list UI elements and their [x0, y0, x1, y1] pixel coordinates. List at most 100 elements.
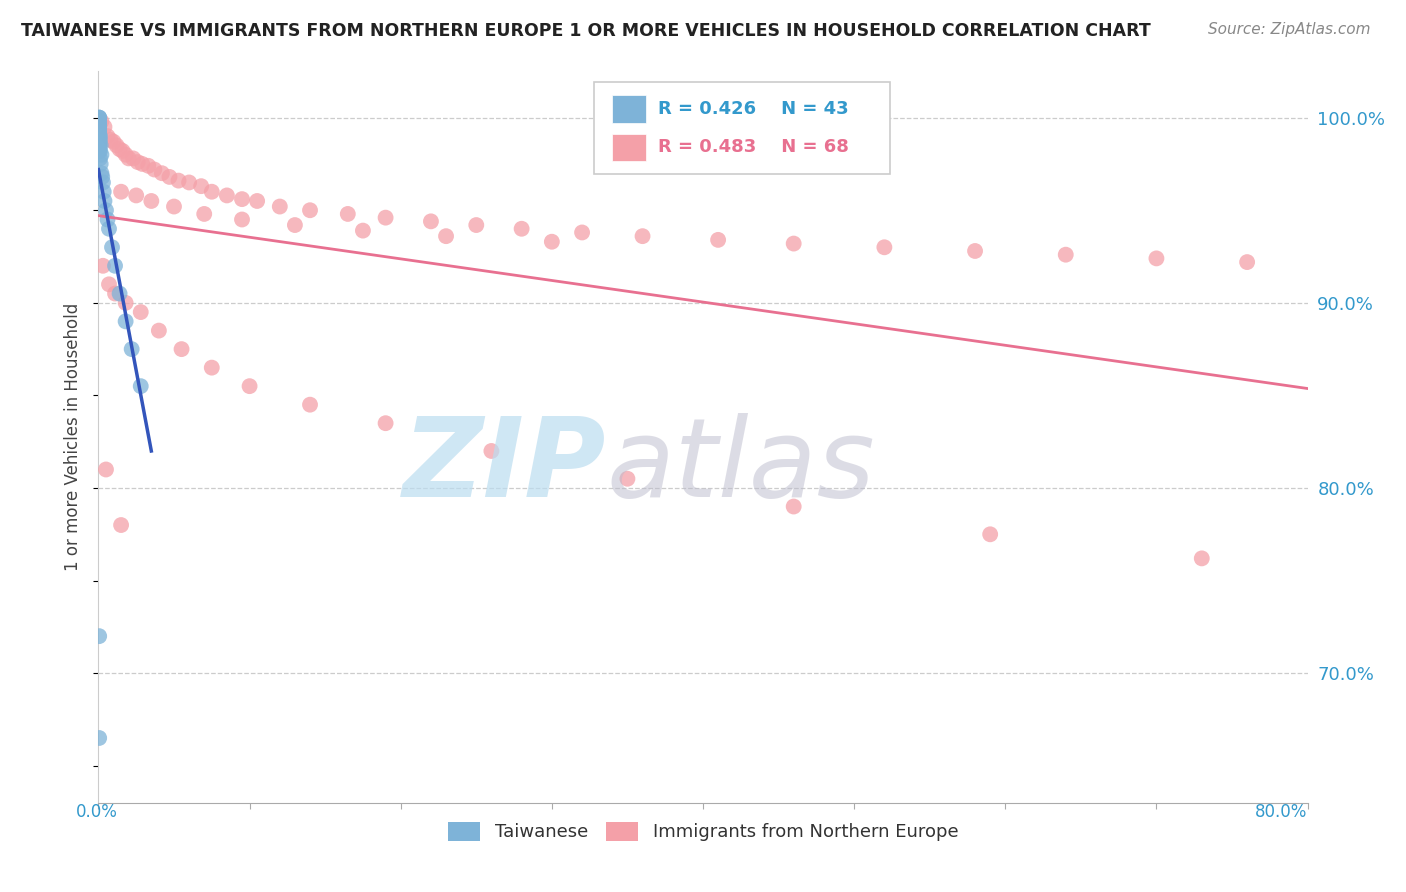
Point — [150, 166, 173, 180]
Point — [873, 240, 896, 254]
Point — [94, 462, 117, 476]
Point — [90, 166, 112, 180]
Point — [143, 162, 166, 177]
Point — [93, 120, 115, 134]
Point — [89, 144, 111, 158]
Bar — [613, 134, 647, 161]
Point — [98, 221, 121, 235]
Point — [1146, 252, 1168, 266]
Point — [114, 147, 136, 161]
Point — [89, 111, 111, 125]
Point — [127, 155, 149, 169]
Point — [89, 129, 111, 144]
Text: Source: ZipAtlas.com: Source: ZipAtlas.com — [1208, 22, 1371, 37]
Point — [129, 305, 152, 319]
Point — [89, 731, 111, 745]
Point — [374, 211, 396, 225]
Point — [231, 192, 253, 206]
FancyBboxPatch shape — [595, 82, 890, 174]
Point — [125, 188, 148, 202]
Point — [783, 500, 806, 514]
Point — [110, 185, 132, 199]
Text: R = 0.483    N = 68: R = 0.483 N = 68 — [658, 138, 849, 156]
Point — [269, 200, 291, 214]
Point — [90, 114, 112, 128]
Point — [89, 133, 111, 147]
Point — [201, 360, 224, 375]
Point — [96, 212, 118, 227]
Point — [336, 207, 359, 221]
Text: 80.0%: 80.0% — [1256, 803, 1308, 821]
Text: ZIP: ZIP — [402, 413, 606, 520]
Point — [631, 229, 654, 244]
Point — [707, 233, 730, 247]
Point — [91, 169, 114, 184]
Point — [131, 157, 153, 171]
Point — [108, 286, 131, 301]
Point — [89, 123, 111, 137]
Point — [122, 152, 145, 166]
Point — [201, 185, 224, 199]
Point — [374, 416, 396, 430]
Text: 0.0%: 0.0% — [76, 803, 118, 821]
Point — [93, 185, 115, 199]
Point — [89, 116, 111, 130]
Point — [540, 235, 562, 249]
Point — [89, 138, 111, 153]
Point — [93, 194, 115, 208]
Point — [215, 188, 238, 202]
Point — [89, 131, 111, 145]
Point — [420, 214, 443, 228]
Point — [299, 398, 322, 412]
Point — [352, 224, 374, 238]
Point — [89, 128, 111, 142]
Point — [616, 472, 638, 486]
Text: R = 0.426    N = 43: R = 0.426 N = 43 — [658, 101, 849, 119]
Point — [179, 176, 201, 190]
Point — [94, 203, 117, 218]
Point — [148, 324, 170, 338]
Point — [104, 286, 127, 301]
Point — [89, 111, 111, 125]
Point — [96, 129, 118, 144]
Y-axis label: 1 or more Vehicles in Household: 1 or more Vehicles in Household — [65, 303, 83, 571]
Point — [114, 295, 136, 310]
Point — [246, 194, 269, 208]
Point — [979, 527, 1001, 541]
Point — [101, 240, 124, 254]
Point — [110, 518, 132, 533]
Point — [141, 194, 163, 208]
Point — [89, 629, 111, 643]
Text: TAIWANESE VS IMMIGRANTS FROM NORTHERN EUROPE 1 OR MORE VEHICLES IN HOUSEHOLD COR: TAIWANESE VS IMMIGRANTS FROM NORTHERN EU… — [21, 22, 1152, 40]
Point — [121, 342, 143, 356]
Point — [98, 277, 121, 292]
Legend: Taiwanese, Immigrants from Northern Europe: Taiwanese, Immigrants from Northern Euro… — [440, 814, 966, 848]
Point — [284, 218, 307, 232]
Point — [89, 136, 111, 151]
Point — [91, 259, 114, 273]
Point — [105, 138, 128, 153]
Point — [129, 379, 152, 393]
Point — [89, 111, 111, 125]
Point — [104, 259, 127, 273]
Point — [89, 135, 111, 149]
Point — [465, 218, 488, 232]
Point — [965, 244, 987, 258]
Point — [481, 444, 503, 458]
Point — [510, 221, 533, 235]
Point — [89, 129, 111, 144]
Point — [1054, 248, 1077, 262]
Point — [103, 135, 125, 149]
Point — [118, 152, 141, 166]
Point — [114, 314, 136, 328]
Point — [170, 342, 193, 356]
Bar — [613, 95, 647, 123]
Point — [89, 126, 111, 140]
Point — [136, 159, 159, 173]
Point — [239, 379, 262, 393]
Point — [89, 118, 111, 132]
Point — [89, 144, 111, 158]
Point — [89, 152, 111, 166]
Point — [571, 226, 593, 240]
Point — [159, 169, 181, 184]
